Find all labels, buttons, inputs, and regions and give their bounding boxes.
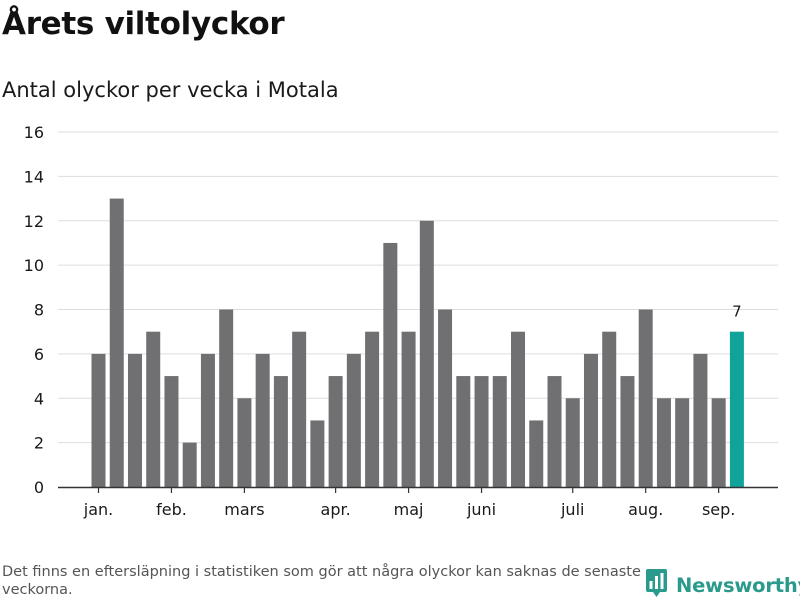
x-tick-label: jan. bbox=[83, 500, 113, 519]
x-tick-label: juli bbox=[560, 500, 584, 519]
y-tick-label: 4 bbox=[34, 389, 44, 408]
y-tick-label: 6 bbox=[34, 345, 44, 364]
bar bbox=[711, 398, 726, 487]
chart-subtitle: Antal olyckor per vecka i Motala bbox=[2, 78, 339, 102]
bar bbox=[219, 309, 234, 487]
y-tick-label: 12 bbox=[24, 212, 44, 231]
y-axis-ticks: 0 2 4 6 8 10 12 14 16 bbox=[24, 123, 44, 497]
bar bbox=[693, 353, 708, 488]
x-tick-label: juni bbox=[466, 500, 496, 519]
bar bbox=[419, 220, 434, 487]
bar bbox=[127, 353, 142, 488]
bar-chart-icon bbox=[644, 568, 669, 602]
y-tick-label: 16 bbox=[24, 123, 44, 142]
bar bbox=[474, 376, 489, 487]
bar bbox=[401, 331, 416, 487]
bar bbox=[438, 309, 453, 487]
bar bbox=[200, 353, 215, 488]
y-tick-label: 14 bbox=[24, 167, 44, 186]
bar bbox=[346, 353, 361, 488]
bar bbox=[511, 331, 526, 487]
bar bbox=[310, 420, 325, 487]
bar bbox=[365, 331, 380, 487]
x-axis: jan. feb. mars apr. maj juni juli aug. sep. bbox=[58, 486, 778, 519]
footnote: Det finns en eftersläpning i statistiken… bbox=[2, 564, 641, 598]
x-tick-label: feb. bbox=[156, 500, 187, 519]
bar bbox=[164, 376, 179, 487]
data-label: 7 bbox=[732, 303, 742, 321]
bar bbox=[182, 442, 197, 488]
brand-name: Newsworthy bbox=[676, 573, 800, 597]
brand-logo[interactable]: Newsworthy bbox=[644, 568, 800, 602]
bar bbox=[273, 376, 288, 487]
bar bbox=[583, 353, 598, 488]
x-tick-label: aug. bbox=[628, 500, 663, 519]
chart-title: Årets viltolyckor bbox=[2, 6, 285, 42]
data-labels: 7 bbox=[732, 303, 742, 321]
bars bbox=[91, 198, 744, 488]
bar bbox=[547, 376, 562, 487]
x-tick-label: maj bbox=[394, 500, 424, 519]
bar bbox=[109, 198, 124, 487]
bar bbox=[492, 376, 507, 487]
bar bbox=[675, 398, 690, 487]
bar bbox=[620, 376, 635, 487]
bar bbox=[91, 353, 106, 488]
x-tick-label: apr. bbox=[321, 500, 351, 519]
bar bbox=[456, 376, 471, 487]
x-tick-label: mars bbox=[224, 500, 264, 519]
y-tick-label: 2 bbox=[34, 434, 44, 453]
bar bbox=[146, 331, 161, 487]
bar bbox=[237, 398, 252, 487]
y-tick-label: 0 bbox=[34, 478, 44, 497]
bar bbox=[565, 398, 580, 487]
x-tick-label: sep. bbox=[702, 500, 735, 519]
bar bbox=[383, 242, 398, 487]
grid-lines bbox=[58, 131, 778, 444]
bar bbox=[656, 398, 671, 487]
bar bbox=[292, 331, 307, 487]
bar bbox=[255, 353, 270, 488]
y-tick-label: 8 bbox=[34, 301, 44, 320]
bar bbox=[328, 376, 343, 487]
bar bbox=[638, 309, 653, 487]
bar bbox=[529, 420, 544, 487]
bar-highlight bbox=[729, 331, 744, 487]
y-tick-label: 10 bbox=[24, 256, 44, 275]
bar bbox=[602, 331, 617, 487]
